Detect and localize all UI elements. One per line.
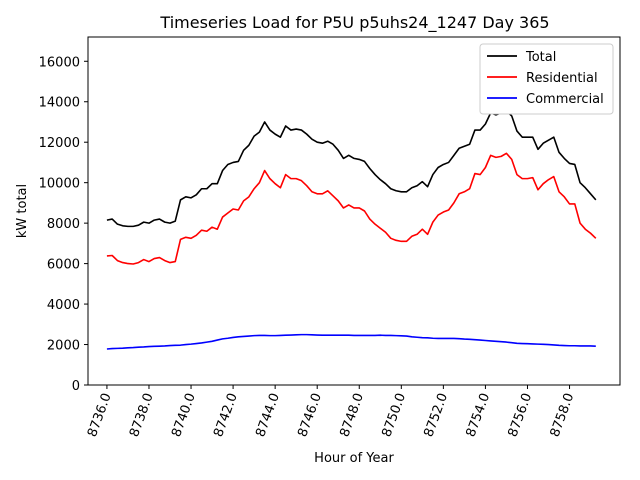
y-tick-label-16000: 16000 [39, 55, 80, 70]
y-axis-title: kW total [15, 184, 30, 238]
series-line-commercial [106, 333, 596, 350]
y-tick-label-14000: 14000 [39, 96, 80, 111]
y-tick-label-0: 0 [72, 379, 80, 394]
series-line-residential [106, 152, 597, 265]
y-tick-label-4000: 4000 [47, 298, 80, 313]
x-axis-title: Hour of Year [314, 451, 394, 466]
series-layer [106, 110, 597, 350]
y-tick-label-6000: 6000 [47, 258, 80, 273]
y-tick-label-8000: 8000 [47, 217, 80, 232]
y-tick-label-2000: 2000 [47, 339, 80, 354]
legend-box [479, 43, 614, 115]
legend-label-residential: Residential [526, 71, 598, 86]
series-line-total [106, 110, 597, 228]
y-tick-label-12000: 12000 [39, 136, 80, 151]
y-axis: 0 2000 4000 6000 8000 10000 12000 14000 16000 [39, 55, 88, 394]
y-tick-label-10000: 10000 [39, 177, 80, 192]
legend-label-commercial: Commercial [526, 92, 604, 107]
chart-title: Timeseries Load for P5U p5uhs24_1247 Day… [159, 13, 549, 33]
legend: Total Residential Commercial [479, 43, 614, 115]
plot-frame [87, 36, 621, 386]
legend-label-total: Total [525, 50, 556, 65]
